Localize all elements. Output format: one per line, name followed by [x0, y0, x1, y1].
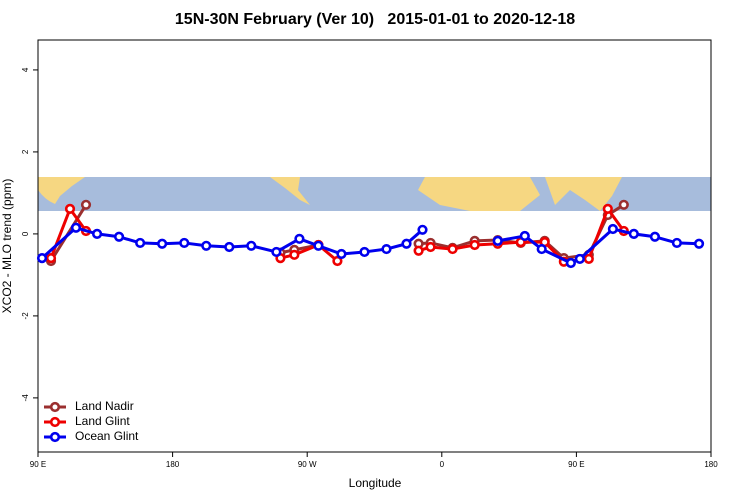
legend-marker: [49, 431, 61, 443]
map-strip: [38, 177, 711, 211]
data-point: [602, 203, 613, 214]
data-point: [45, 252, 57, 264]
data-point: [401, 238, 412, 249]
data-point: [447, 243, 458, 255]
data-point: [313, 240, 324, 251]
data-point: [671, 237, 683, 249]
legend-label: Land Glint: [75, 414, 130, 428]
data-point: [607, 223, 618, 235]
data-point: [565, 257, 576, 269]
data-point: [64, 203, 76, 214]
x-tick-label: 180: [166, 460, 180, 469]
data-point: [693, 238, 705, 249]
y-tick-label: -4: [21, 394, 30, 402]
y-tick-label: 4: [21, 67, 30, 72]
data-point: [80, 199, 92, 210]
x-tick-label: 90 E: [30, 460, 46, 469]
data-point: [289, 249, 300, 260]
plot-frame: [37, 39, 712, 453]
data-point: [224, 241, 235, 253]
data-point: [336, 248, 347, 260]
data-point: [574, 253, 585, 265]
data-point: [91, 228, 103, 240]
data-point: [70, 222, 82, 233]
data-point: [332, 255, 343, 267]
data-point: [294, 233, 305, 244]
x-tick-label: 180: [704, 460, 718, 469]
data-point: [649, 231, 661, 242]
y-tick-label: -2: [21, 312, 30, 320]
x-axis-label: Longitude: [349, 476, 402, 490]
data-point: [201, 240, 212, 251]
data-point: [628, 228, 639, 240]
data-point: [246, 240, 257, 251]
legend-marker: [49, 416, 61, 428]
data-point: [157, 238, 168, 249]
x-tick-label: 90 E: [568, 460, 584, 469]
data-point: [36, 252, 48, 264]
data-point: [618, 199, 629, 210]
x-tick-label: 90 W: [298, 460, 317, 469]
data-point: [519, 230, 530, 242]
data-point: [413, 245, 424, 256]
data-point: [469, 239, 480, 251]
data-point: [425, 241, 436, 253]
data-point: [583, 253, 594, 265]
data-point: [359, 246, 370, 258]
data-point: [492, 235, 503, 246]
legend-label: Ocean Glint: [75, 429, 139, 443]
y-tick-label: 0: [21, 231, 30, 236]
chart-title: 15N-30N February (Ver 10) 2015-01-01 to …: [175, 11, 575, 28]
y-axis-label: XCO2 - MLO trend (ppm): [0, 179, 14, 314]
legend-label: Land Nadir: [75, 399, 134, 413]
data-point: [417, 224, 428, 235]
legend-marker: [49, 401, 61, 413]
data-point: [179, 237, 190, 249]
data-point: [381, 243, 392, 255]
x-tick-label: 0: [440, 460, 445, 469]
y-tick-label: 2: [21, 149, 30, 154]
data-point: [113, 231, 125, 242]
data-point: [135, 237, 146, 249]
data-point: [536, 243, 547, 255]
data-point: [271, 246, 282, 258]
